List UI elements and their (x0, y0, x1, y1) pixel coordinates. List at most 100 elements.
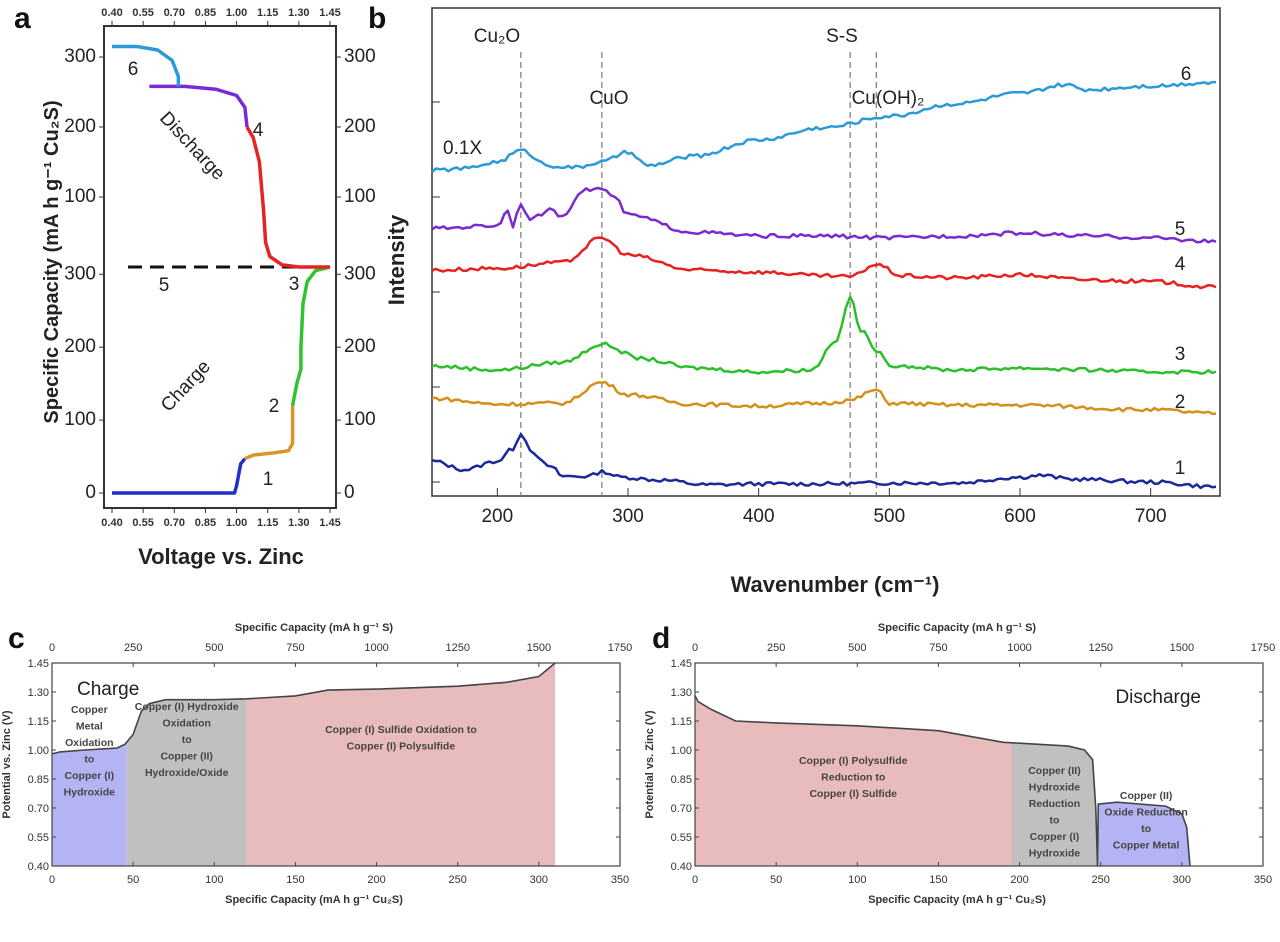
x-top-tick-label: 1000 (1007, 642, 1031, 654)
y-tick-label: 0.55 (671, 832, 692, 844)
region-label: Copper (I) (65, 770, 115, 782)
x-tick-label: 100 (848, 874, 866, 886)
y-tick-label: 1.45 (671, 658, 692, 670)
y-tick-label: 100 (64, 186, 96, 207)
x-tick-label: 0.85 (195, 517, 216, 529)
x-top-tick-label: 750 (929, 642, 947, 654)
x-tick-label: 400 (743, 506, 775, 527)
y-tick-label: 1.30 (28, 687, 49, 699)
x-top-axis-label: Specific Capacity (mA h g⁻¹ S) (235, 622, 394, 634)
region-area-1 (1011, 742, 1098, 866)
region-label: Copper (I) Sulfide Oxidation to (325, 724, 477, 736)
y-tick-label: 1.15 (671, 716, 692, 728)
region-label: Copper (II) (160, 751, 213, 763)
y-tick-label: 1.00 (671, 745, 692, 757)
x-top-tick-label: 0.85 (195, 7, 216, 19)
x-top-tick-label: 1.15 (257, 7, 278, 19)
x-top-tick-label: 1.30 (288, 7, 309, 19)
x-top-tick-label: 0 (49, 642, 55, 654)
x-tick-label: 150 (286, 874, 304, 886)
x-tick-label: 50 (127, 874, 139, 886)
chart-b: 200 300 400 500 600 700 Cu₂O CuO S-S Cu(OH)₂ 1 2 3 4 5… (384, 7, 1221, 597)
x-tick-label: 250 (1092, 874, 1110, 886)
spectrum-series-3 (431, 295, 1217, 375)
x-top-tick-label: 1250 (445, 642, 469, 654)
reference-line-label: S-S (826, 26, 858, 47)
series-label-4: 4 (1175, 254, 1186, 275)
x-top-tick-label: 0.55 (132, 7, 153, 19)
region-area-0 (695, 695, 1012, 866)
x-tick-label: 1.30 (288, 517, 309, 529)
y-tick-label: 0.40 (28, 861, 49, 873)
y-tick-label: 0 (85, 482, 96, 503)
region-label: Copper Metal (1113, 840, 1180, 852)
region-label: Oxide Reduction (1104, 807, 1187, 819)
x-top-tick-label: 1.00 (226, 7, 247, 19)
series-label-6: 6 (1181, 64, 1192, 85)
discharge-curve-segment-4 (245, 126, 330, 269)
y-tick-label: 1.15 (28, 716, 49, 728)
y-tick-label: 0.70 (28, 803, 49, 815)
y-tick-label: 1.00 (28, 745, 49, 757)
panel-label-b: b (368, 2, 386, 35)
x-tick-label: 50 (770, 874, 782, 886)
y-right-tick-label: 100 (344, 186, 376, 207)
segment-label-6: 6 (128, 59, 139, 80)
x-tick-label: 300 (530, 874, 548, 886)
spectrum-series-4 (431, 236, 1217, 290)
y-axis-label: Intensity (384, 214, 409, 305)
x-tick-label: 1.15 (257, 517, 278, 529)
y-right-tick-label: 200 (344, 336, 376, 357)
panel-title: Charge (77, 679, 139, 700)
region-label: Copper (II) (1028, 765, 1081, 777)
x-top-tick-label: 250 (124, 642, 142, 654)
x-tick-label: 0.70 (164, 517, 185, 529)
y-tick-label: 1.30 (671, 687, 692, 699)
x-axis-label: Wavenumber (cm⁻¹) (731, 572, 940, 597)
x-top-tick-label: 500 (205, 642, 223, 654)
region-label: Hydroxide (1029, 782, 1081, 794)
x-tick-label: 350 (611, 874, 629, 886)
discharge-curve-segment-6 (112, 44, 181, 87)
segment-label-3: 3 (289, 274, 300, 295)
reference-line-label: CuO (589, 88, 628, 109)
x-top-tick-label: 1250 (1088, 642, 1112, 654)
segment-label-1: 1 (263, 469, 274, 490)
y-tick-label: 0.85 (28, 774, 49, 786)
y-tick-label: 300 (64, 263, 96, 284)
region-label: Copper (I) (1030, 831, 1080, 843)
spectrum-series-5 (431, 186, 1217, 244)
region-area-1 (126, 698, 247, 866)
x-top-tick-label: 0 (692, 642, 698, 654)
x-top-tick-label: 1500 (527, 642, 551, 654)
x-axis-label: Specific Capacity (mA h g⁻¹ Cu₂S) (868, 894, 1046, 906)
chart-c: 0 50 100 150 200 250 300 350 0 250 500 750 1000 1250 1… (1, 622, 632, 906)
x-tick-label: 0 (49, 874, 55, 886)
charge-curve-segment-3 (290, 265, 331, 406)
x-tick-label: 0.55 (132, 517, 153, 529)
charge-curve-segment-2 (244, 405, 295, 461)
y-axis-label: Specific Capacity (mA h g⁻¹ Cu₂S) (41, 100, 63, 423)
region-label: to (1050, 815, 1060, 827)
y-tick-label: 1.45 (28, 658, 49, 670)
x-top-tick-label: 1750 (1251, 642, 1275, 654)
x-tick-label: 150 (929, 874, 947, 886)
region-label: to (84, 754, 94, 766)
region-label: Reduction (1029, 798, 1080, 810)
series-label-2: 2 (1175, 392, 1186, 413)
plot-frame (694, 662, 1264, 867)
potential-curve (51, 662, 556, 755)
charge-curve-segment-1 (112, 457, 247, 495)
x-tick-label: 1.45 (319, 517, 340, 529)
plot-frame (103, 25, 337, 509)
y-tick-label: 0.70 (671, 803, 692, 815)
y-tick-label: 0.85 (671, 774, 692, 786)
y-axis-label: Potential vs. Zinc (V) (644, 710, 656, 819)
spectrum-series-1 (431, 432, 1217, 490)
reference-line-label: Cu₂O (474, 26, 520, 47)
region-label: Metal (76, 721, 103, 733)
x-tick-label: 200 (367, 874, 385, 886)
region-area-0 (52, 742, 127, 866)
x-top-tick-label: 250 (767, 642, 785, 654)
